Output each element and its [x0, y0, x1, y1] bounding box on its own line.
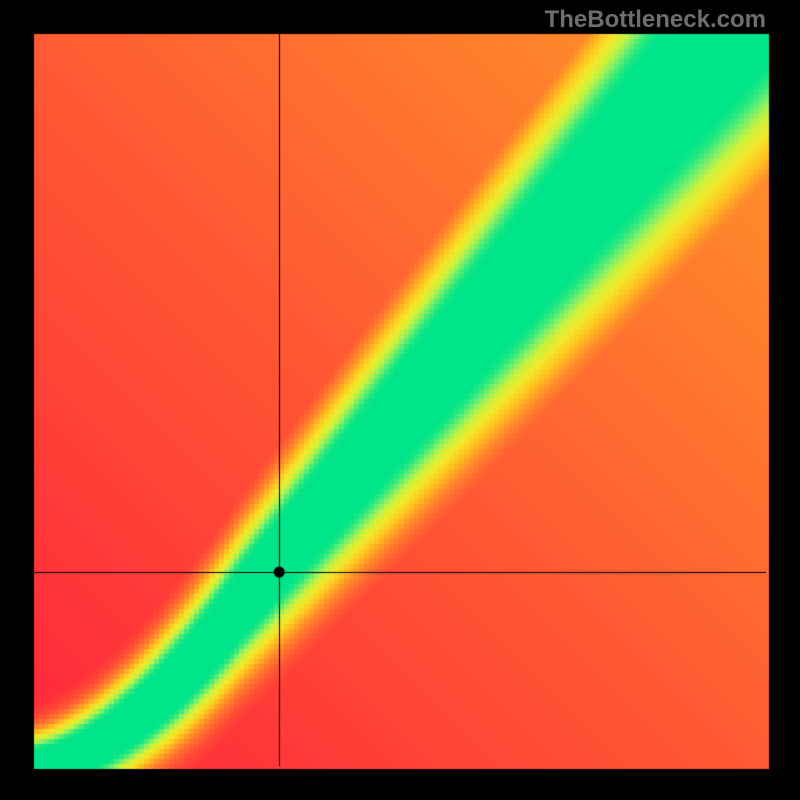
watermark-text: TheBottleneck.com: [545, 6, 766, 34]
bottleneck-heatmap: [0, 0, 800, 800]
